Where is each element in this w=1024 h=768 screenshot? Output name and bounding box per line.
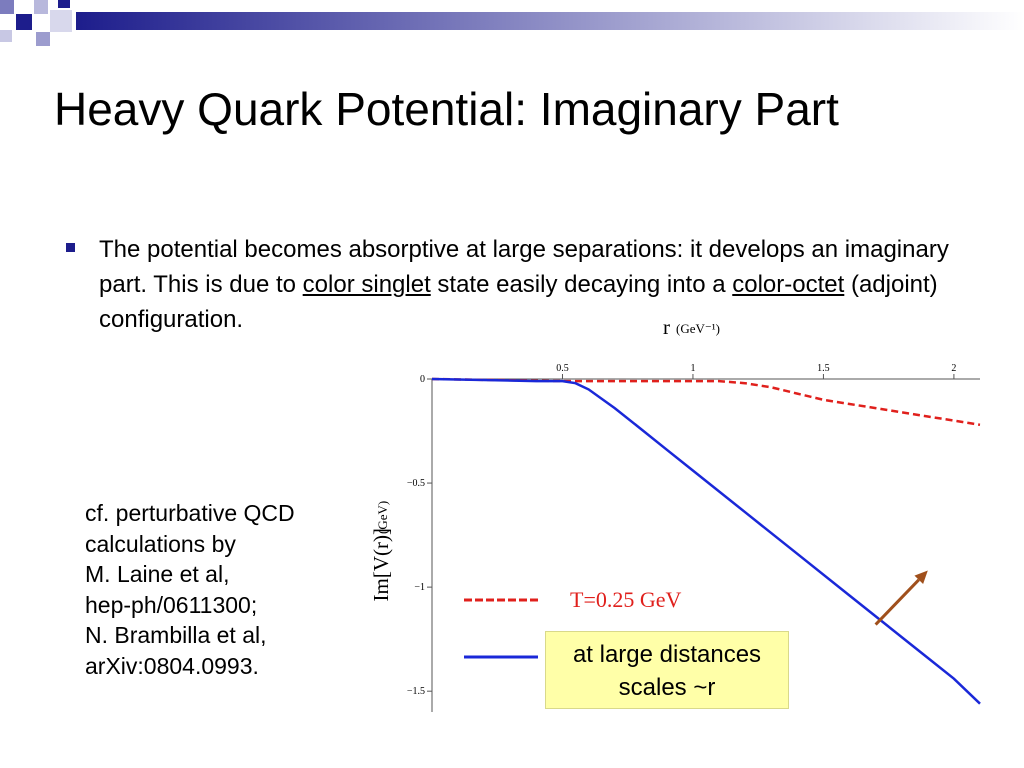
x-axis-label: r (663, 315, 670, 339)
y-axis-label: Im[V(r)] (369, 528, 393, 601)
reference-line: arXiv:0804.0993. (85, 652, 259, 679)
legend-label: T=0.25 GeV (570, 587, 681, 612)
callout-line: scales ~r (618, 674, 716, 701)
reference-line: calculations by (85, 530, 236, 557)
x-tick-label: 1.5 (817, 363, 830, 374)
arrow-shaft (874, 578, 920, 626)
x-tick-label: 0.5 (556, 363, 569, 374)
y-axis-unit: (GeV) (375, 501, 390, 534)
bullet-text-part: state easily decaying into a (430, 271, 733, 298)
bullet-item: The potential becomes absorptive at larg… (66, 232, 986, 337)
reference-line: cf. perturbative QCD (85, 500, 295, 526)
header-decoration (0, 0, 1024, 46)
reference-line: N. Brambilla et al, (85, 622, 267, 648)
chart-curves (431, 377, 981, 705)
arrow-head-icon (914, 570, 928, 584)
callout-box: at large distances scales ~r (545, 631, 789, 709)
color-octet-term: color-octet (732, 271, 845, 298)
color-singlet-term: color singlet (302, 271, 431, 298)
bullet-square-icon (66, 243, 75, 252)
y-tick-label: 0 (420, 374, 425, 385)
chart-legend: T=0.25 GeV (464, 587, 681, 659)
x-tick-label: 2 (951, 363, 956, 374)
x-tick-label: 1 (690, 363, 695, 374)
solid-series-line (431, 377, 981, 705)
dashed-series-line (431, 377, 981, 427)
chart-arrow-layer (874, 570, 928, 626)
potential-chart: 0.5 1 1.5 2 0 −0.5 −1 −1.5 T=0.25 GeV r (GeV⁻¹)… (369, 315, 981, 712)
callout-line: at large distances (572, 641, 762, 668)
y-tick-label: −0.5 (407, 478, 425, 489)
chart-axes: 0.5 1 1.5 2 0 −0.5 −1 −1.5 (407, 363, 980, 712)
slide-title: Heavy Quark Potential: Imaginary Part (54, 83, 839, 135)
bullet-text-part: (adjoint) configuration. (99, 271, 938, 333)
x-axis-unit: (GeV⁻¹) (676, 321, 720, 336)
bullet-text-part: The potential becomes absorptive at larg… (99, 236, 949, 298)
reference-line: hep-ph/0611300; (85, 591, 258, 618)
y-tick-label: −1.5 (407, 686, 425, 697)
reference-note: cf. perturbative QCD calculations by M. … (85, 498, 295, 681)
reference-line: M. Laine et al, (85, 561, 230, 587)
y-tick-label: −1 (414, 582, 425, 593)
bullet-text: The potential becomes absorptive at larg… (99, 232, 986, 337)
